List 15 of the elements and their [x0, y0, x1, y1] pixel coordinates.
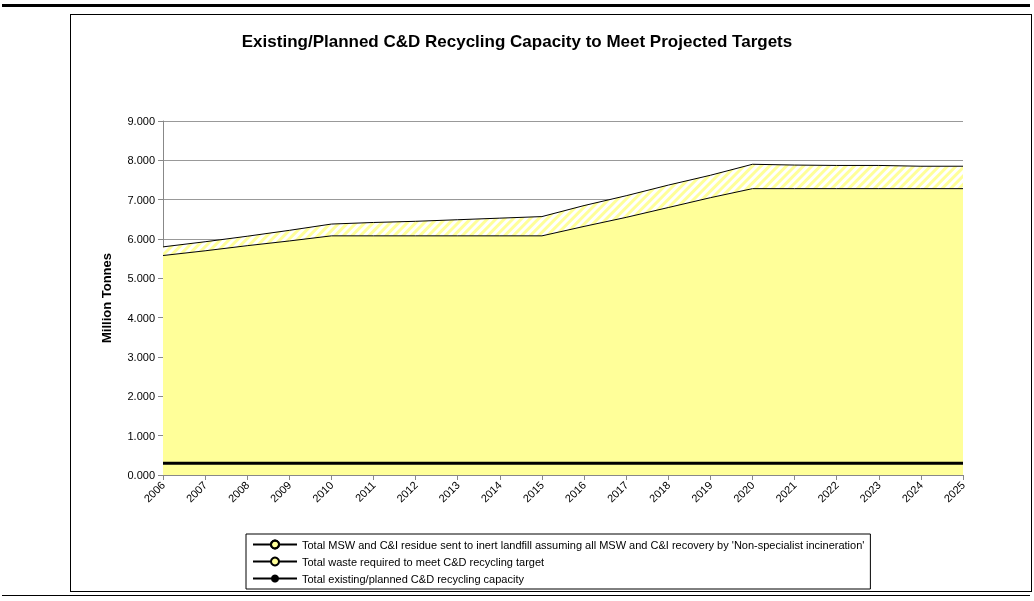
y-tick-label: 4.000	[127, 311, 155, 324]
y-tick-label: 6.000	[127, 233, 155, 245]
legend-label: Total waste required to meet C&D recycling target	[302, 555, 545, 568]
y-tick-label: 5.000	[127, 272, 155, 285]
legend-label: Total MSW and C&I residue sent to inert landfill assuming all MSW and C&I recovery by 'Non-specialist incineration'	[302, 538, 865, 551]
y-tick-label: 9.000	[127, 115, 155, 127]
chart-title: Existing/Planned C&D Recycling Capacity to Meet Projected Targets	[241, 32, 793, 51]
y-tick-label: 0.000	[127, 469, 155, 481]
y-tick-label: 1.000	[127, 429, 155, 442]
y-tick-label: 3.000	[127, 351, 155, 363]
legend-label: Total existing/planned C&D recycling capacity	[302, 572, 525, 585]
y-axis-title: Million Tonnes	[99, 252, 114, 344]
y-tick-label: 2.000	[127, 390, 155, 403]
y-tick-label: 7.000	[127, 193, 155, 206]
y-tick-label: 8.000	[127, 154, 155, 167]
